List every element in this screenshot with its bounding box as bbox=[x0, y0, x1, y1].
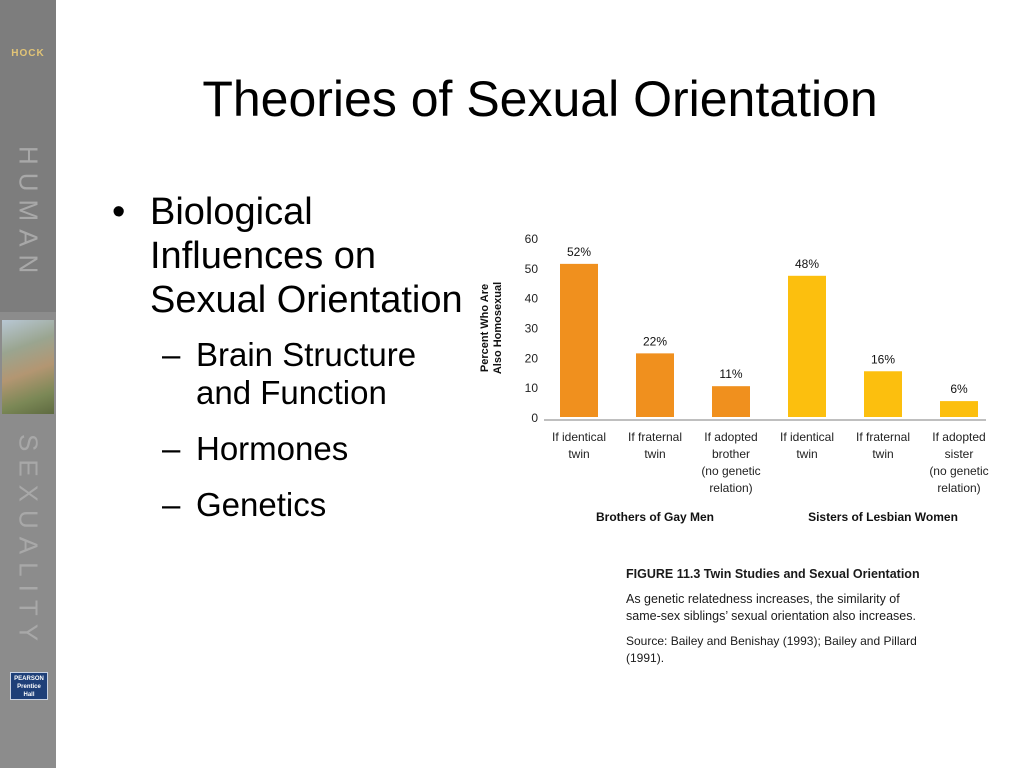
y-tick-label: 20 bbox=[525, 351, 539, 365]
bar bbox=[634, 351, 676, 419]
y-tick-label: 40 bbox=[525, 292, 539, 306]
x-tick-label: twin bbox=[872, 447, 893, 461]
x-tick-label: If adopted bbox=[932, 430, 985, 444]
sidebar: HOCK HUMAN SEXUALITY PEARSON Prentice Ha… bbox=[0, 0, 56, 768]
publisher-logo: PEARSON Prentice Hall bbox=[10, 672, 48, 700]
y-tick-label: 30 bbox=[525, 322, 539, 336]
y-tick-label: 10 bbox=[525, 381, 539, 395]
bullet-dot-icon: • bbox=[112, 191, 126, 233]
dash-icon: – bbox=[162, 336, 181, 373]
y-axis-label: Also Homosexual bbox=[492, 282, 504, 374]
x-tick-label: relation) bbox=[937, 481, 980, 495]
x-tick-label: sister bbox=[945, 447, 974, 461]
bar bbox=[710, 384, 752, 419]
figure-caption: FIGURE 11.3 Twin Studies and Sexual Orie… bbox=[626, 566, 926, 667]
bullet-list: • Biological Influences on Sexual Orient… bbox=[112, 190, 472, 542]
dash-icon: – bbox=[162, 430, 181, 467]
x-tick-label: twin bbox=[644, 447, 665, 461]
bar bbox=[786, 273, 828, 419]
sidebar-top-panel bbox=[0, 0, 56, 312]
y-tick-label: 0 bbox=[531, 411, 538, 425]
sub-bullet-text: Brain Structure and Function bbox=[196, 336, 417, 411]
group-label: Sisters of Lesbian Women bbox=[808, 510, 958, 524]
x-tick-label: twin bbox=[568, 447, 589, 461]
sub-bullet-item: – Brain Structure and Function bbox=[112, 336, 472, 412]
data-label: 6% bbox=[950, 382, 968, 396]
x-tick-label: If adopted bbox=[704, 430, 757, 444]
caption-source: Source: Bailey and Benishay (1993); Bail… bbox=[626, 634, 917, 665]
twin-study-bar-chart: Percent Who Are Also Homosexual 0 10 20 30 40 5… bbox=[479, 232, 989, 524]
y-tick-label: 60 bbox=[525, 232, 539, 246]
x-tick-label: twin bbox=[796, 447, 817, 461]
caption-title: FIGURE 11.3 Twin Studies and Sexual Orie… bbox=[626, 567, 920, 581]
bar bbox=[938, 399, 980, 420]
bullet-text: Biological Influences on Sexual Orientat… bbox=[150, 191, 463, 321]
sidebar-photo bbox=[2, 320, 54, 414]
publisher-logo-text: PEARSON Prentice Hall bbox=[11, 673, 47, 699]
group-label: Brothers of Gay Men bbox=[596, 510, 714, 524]
x-tick-label: If fraternal bbox=[628, 430, 682, 444]
sub-bullet-item: – Hormones bbox=[112, 430, 472, 468]
x-tick-label: (no genetic bbox=[701, 464, 760, 478]
data-label: 22% bbox=[643, 334, 667, 348]
sidebar-word-sexuality: SEXUALITY bbox=[13, 434, 44, 650]
bar bbox=[862, 369, 904, 419]
y-axis-label: Percent Who Are bbox=[479, 284, 491, 372]
publisher-line: Prentice bbox=[17, 684, 41, 690]
caption-body: As genetic relatedness increases, the si… bbox=[626, 592, 916, 623]
bullet-item: • Biological Influences on Sexual Orient… bbox=[112, 190, 472, 322]
sidebar-brand: HOCK bbox=[11, 48, 45, 59]
sub-bullet-text: Hormones bbox=[196, 430, 349, 467]
x-tick-label: If identical bbox=[780, 430, 834, 444]
data-label: 48% bbox=[795, 257, 819, 271]
slide-title: Theories of Sexual Orientation bbox=[202, 71, 878, 127]
data-label: 52% bbox=[567, 245, 591, 259]
x-tick-label: (no genetic bbox=[929, 464, 988, 478]
x-tick-label: relation) bbox=[709, 481, 752, 495]
x-tick-label: If identical bbox=[552, 430, 606, 444]
data-label: 11% bbox=[719, 367, 742, 381]
x-tick-label: If fraternal bbox=[856, 430, 910, 444]
sub-bullet-text: Genetics bbox=[196, 486, 327, 523]
y-tick-label: 50 bbox=[525, 262, 539, 276]
publisher-line: PEARSON bbox=[14, 676, 44, 682]
sub-bullet-item: – Genetics bbox=[112, 486, 472, 524]
bar bbox=[558, 261, 600, 419]
x-tick-label: brother bbox=[712, 447, 750, 461]
sub-bullet-list: – Brain Structure and Function – Hormone… bbox=[112, 336, 472, 524]
dash-icon: – bbox=[162, 486, 181, 523]
publisher-line: Hall bbox=[23, 692, 35, 698]
sidebar-word-human: HUMAN bbox=[13, 146, 44, 282]
data-label: 16% bbox=[871, 352, 895, 366]
